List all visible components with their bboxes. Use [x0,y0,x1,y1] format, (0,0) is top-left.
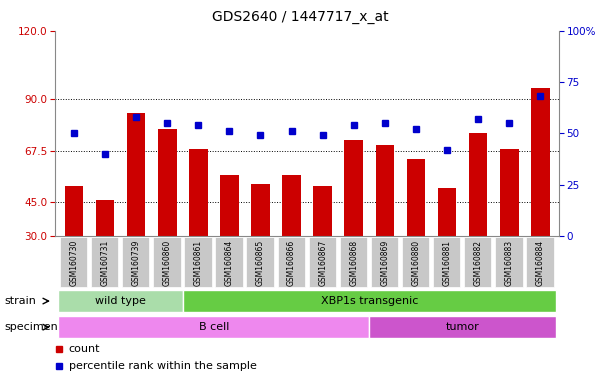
Text: GSM160883: GSM160883 [505,240,514,286]
Text: GSM160739: GSM160739 [132,240,141,286]
Text: GSM160860: GSM160860 [163,240,172,286]
Bar [153,237,180,288]
Bar [433,237,460,288]
Bar [313,186,332,236]
Bar [58,316,369,338]
Text: strain: strain [5,296,37,306]
Bar [531,88,549,236]
Text: percentile rank within the sample: percentile rank within the sample [69,361,257,371]
Bar [127,113,145,236]
Bar [376,145,394,236]
Bar [369,316,556,338]
Bar [340,237,367,288]
Bar [344,140,363,236]
Bar [402,237,429,288]
Bar [58,290,183,312]
Bar [464,237,492,288]
Text: GSM160864: GSM160864 [225,240,234,286]
Text: GDS2640 / 1447717_x_at: GDS2640 / 1447717_x_at [212,10,389,23]
Bar [60,237,87,288]
Bar [495,237,522,288]
Bar [183,290,556,312]
Text: count: count [69,344,100,354]
Bar [526,237,554,288]
Text: GSM160861: GSM160861 [194,240,203,286]
Text: GSM160869: GSM160869 [380,240,389,286]
Text: GSM160730: GSM160730 [70,240,79,286]
Text: GSM160865: GSM160865 [256,240,265,286]
Bar [220,174,239,236]
Text: XBP1s transgenic: XBP1s transgenic [320,296,418,306]
Bar [215,237,243,288]
Text: specimen: specimen [5,322,58,332]
Text: B cell: B cell [199,322,229,332]
Bar [122,237,150,288]
Bar [251,184,270,236]
Bar [278,237,305,288]
Bar [185,237,212,288]
Bar [438,188,456,236]
Bar [282,174,301,236]
Text: wild type: wild type [95,296,146,306]
Bar [189,149,207,236]
Text: GSM160884: GSM160884 [535,240,545,286]
Bar [469,134,487,236]
Bar [91,237,118,288]
Bar [246,237,274,288]
Text: tumor: tumor [446,322,480,332]
Text: GSM160731: GSM160731 [100,240,109,286]
Text: GSM160866: GSM160866 [287,240,296,286]
Text: GSM160868: GSM160868 [349,240,358,286]
Bar [309,237,336,288]
Text: GSM160880: GSM160880 [412,240,421,286]
Bar [371,237,398,288]
Bar [500,149,519,236]
Bar [158,129,177,236]
Bar [65,186,84,236]
Text: GSM160867: GSM160867 [318,240,327,286]
Bar [407,159,426,236]
Text: GSM160882: GSM160882 [474,240,483,286]
Text: GSM160881: GSM160881 [442,240,451,286]
Bar [96,200,114,236]
